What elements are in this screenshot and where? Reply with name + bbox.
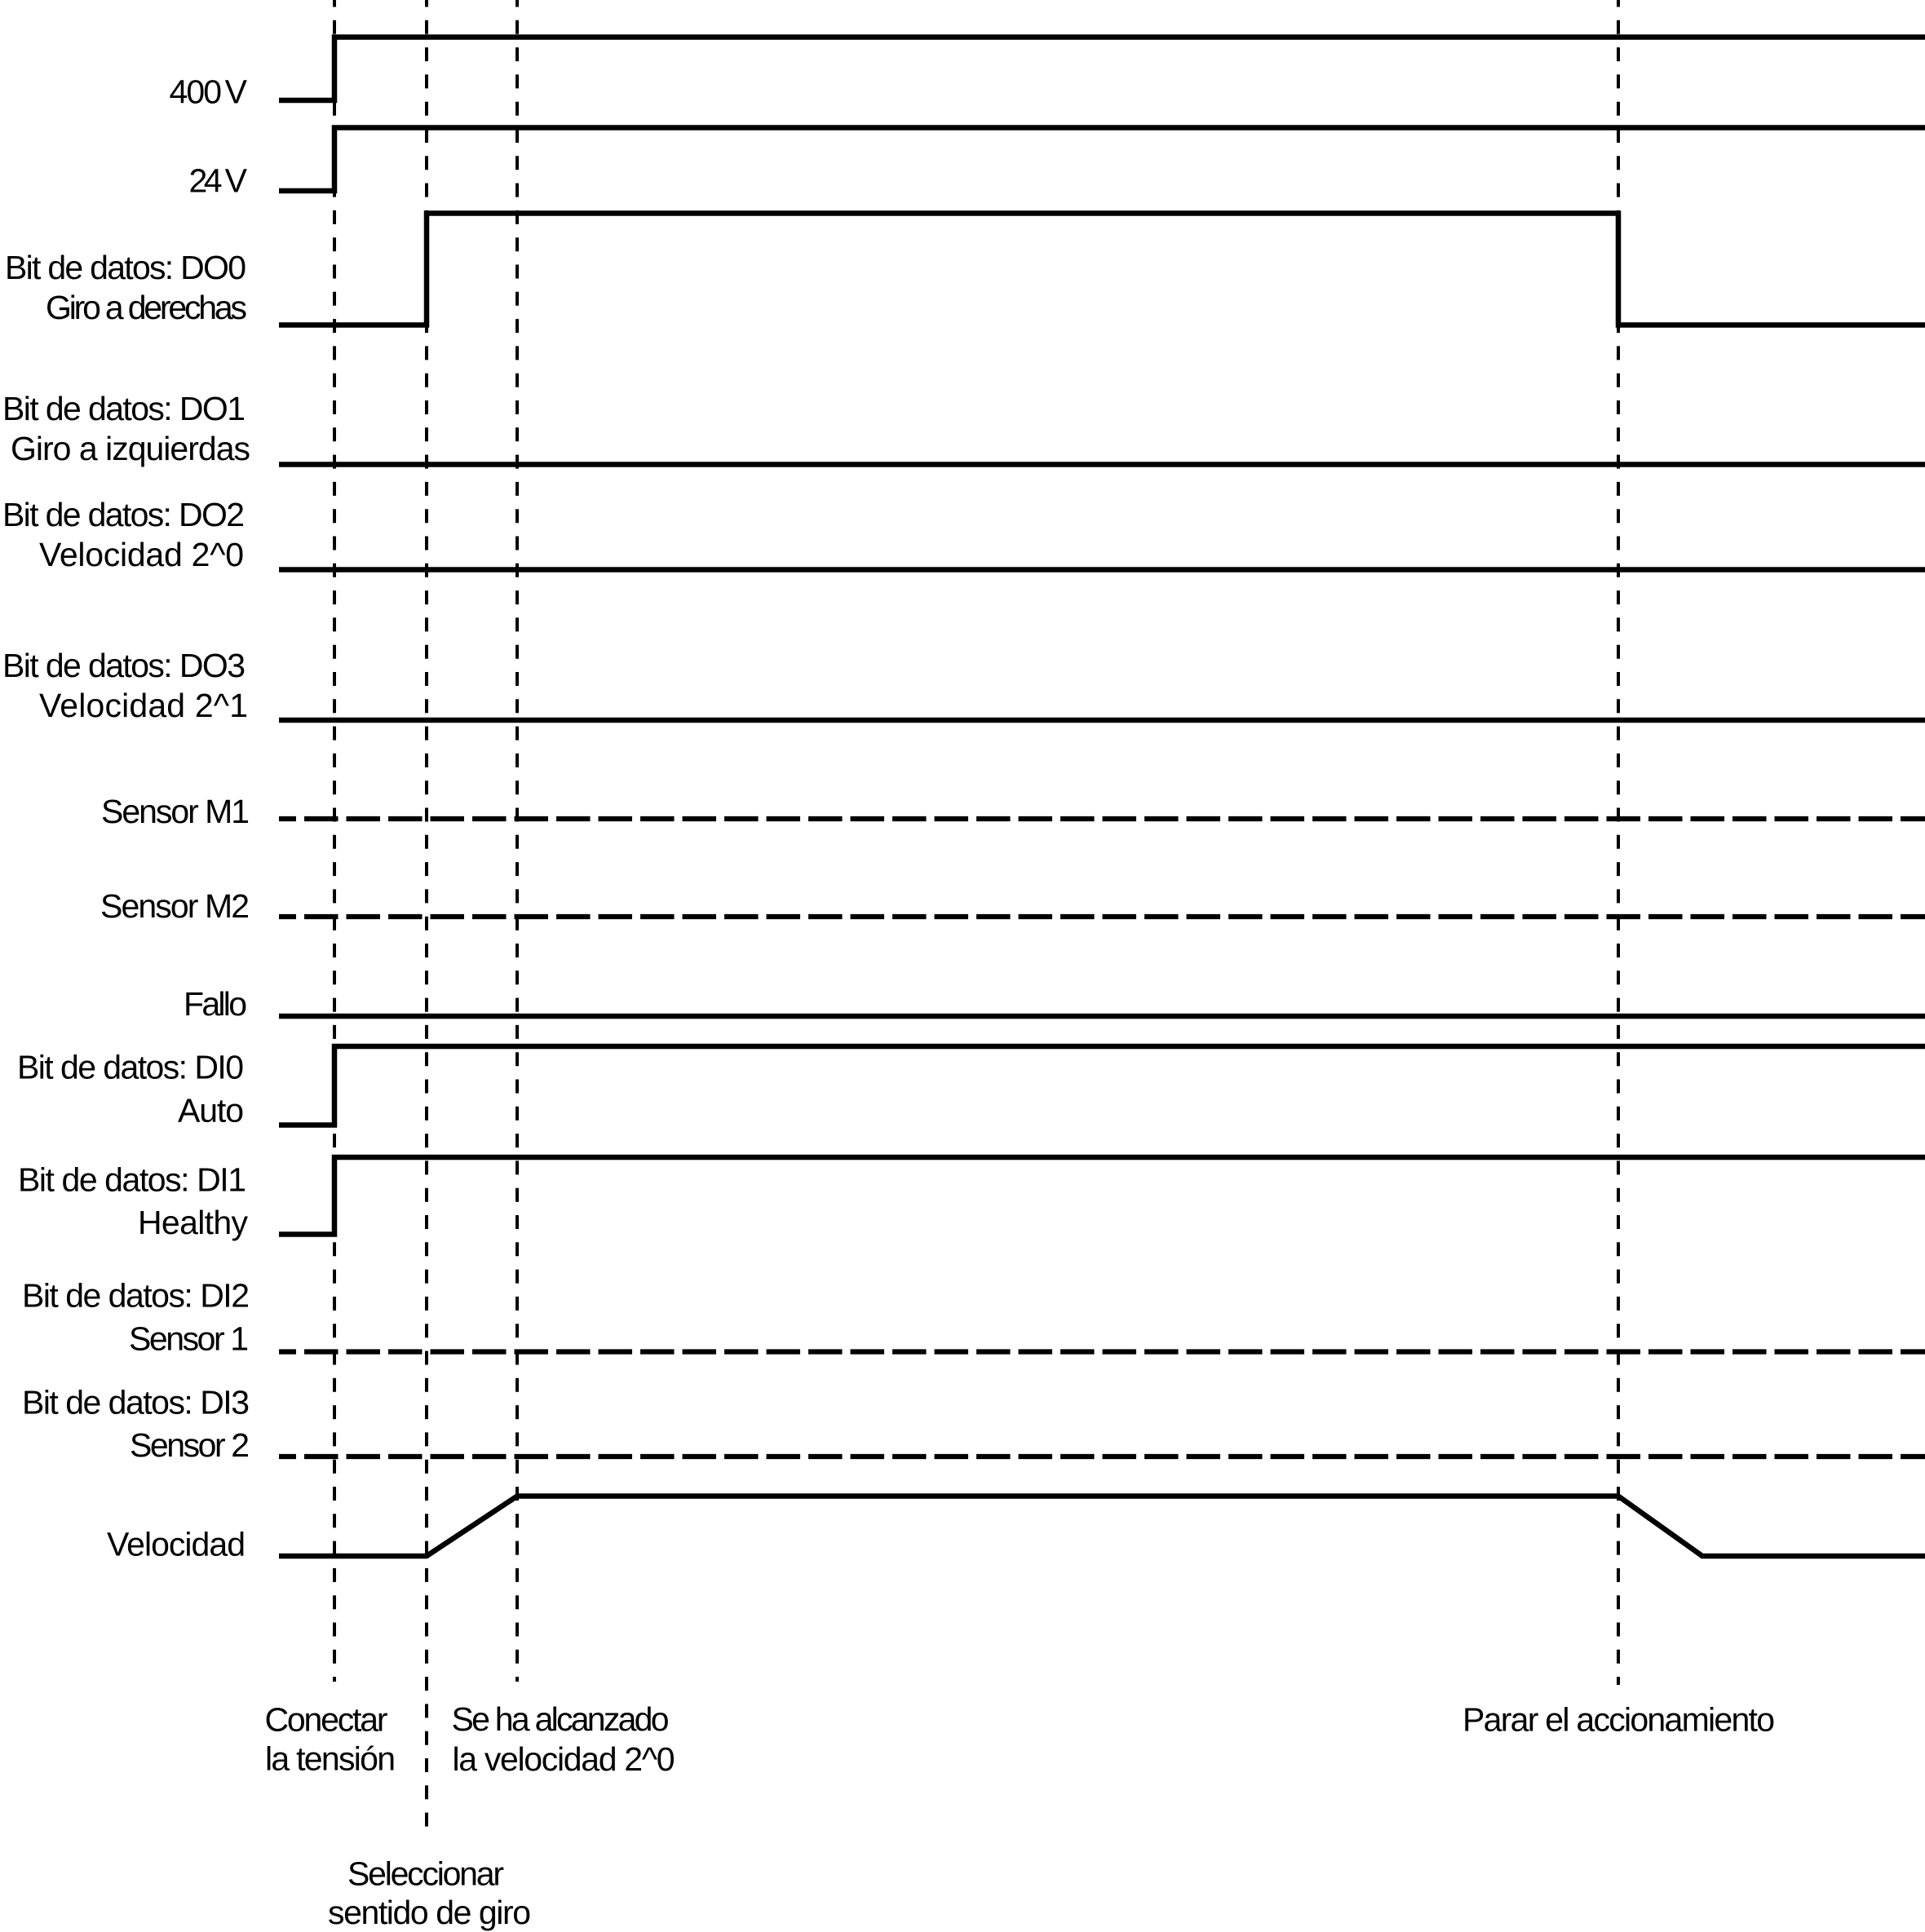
svg-text:Bit de datos: DO2: Bit de datos: DO2 <box>2 496 245 533</box>
svg-text:la tensión: la tensión <box>265 1740 396 1778</box>
svg-text:Auto: Auto <box>178 1092 244 1130</box>
svg-text:Bit de datos: DI3: Bit de datos: DI3 <box>22 1384 250 1421</box>
svg-text:V: V <box>225 73 248 111</box>
svg-text:Parar el accionamiento: Parar el accionamiento <box>1463 1701 1775 1739</box>
svg-text:sentido de giro: sentido de giro <box>328 1894 531 1931</box>
svg-text:Conectar: Conectar <box>265 1701 388 1739</box>
svg-text:Velocidad: Velocidad <box>107 1526 246 1563</box>
svg-text:Sensor M2: Sensor M2 <box>100 887 250 925</box>
svg-text:Se ha alcanzado: Se ha alcanzado <box>452 1700 670 1738</box>
svg-text:Bit de datos: DO3: Bit de datos: DO3 <box>2 647 246 684</box>
svg-text:Velocidad 2^1: Velocidad 2^1 <box>39 687 248 724</box>
svg-text:Sensor 2: Sensor 2 <box>130 1426 250 1464</box>
svg-text:Giro a izquierdas: Giro a izquierdas <box>11 430 250 467</box>
svg-text:Bit de datos: DO0: Bit de datos: DO0 <box>5 249 246 286</box>
svg-text:Sensor 1: Sensor 1 <box>129 1320 249 1358</box>
svg-text:Bit de datos: DI2: Bit de datos: DI2 <box>22 1277 250 1315</box>
svg-text:la velocidad 2^0: la velocidad 2^0 <box>453 1740 675 1778</box>
svg-text:Bit de datos: DI1: Bit de datos: DI1 <box>18 1161 246 1199</box>
svg-text:V: V <box>225 162 248 200</box>
svg-text:Fallo: Fallo <box>184 985 247 1023</box>
svg-text:Velocidad 2^0: Velocidad 2^0 <box>39 536 244 573</box>
svg-text:400: 400 <box>170 73 223 111</box>
svg-text:Giro a derechas: Giro a derechas <box>46 289 247 326</box>
svg-text:24: 24 <box>189 162 223 200</box>
svg-text:Seleccionar: Seleccionar <box>347 1855 504 1893</box>
svg-text:Bit de datos: DO1: Bit de datos: DO1 <box>2 390 246 427</box>
svg-text:Sensor M1: Sensor M1 <box>101 793 250 830</box>
svg-text:Bit de datos: DI0: Bit de datos: DI0 <box>17 1049 244 1086</box>
svg-text:Healthy: Healthy <box>138 1204 249 1241</box>
